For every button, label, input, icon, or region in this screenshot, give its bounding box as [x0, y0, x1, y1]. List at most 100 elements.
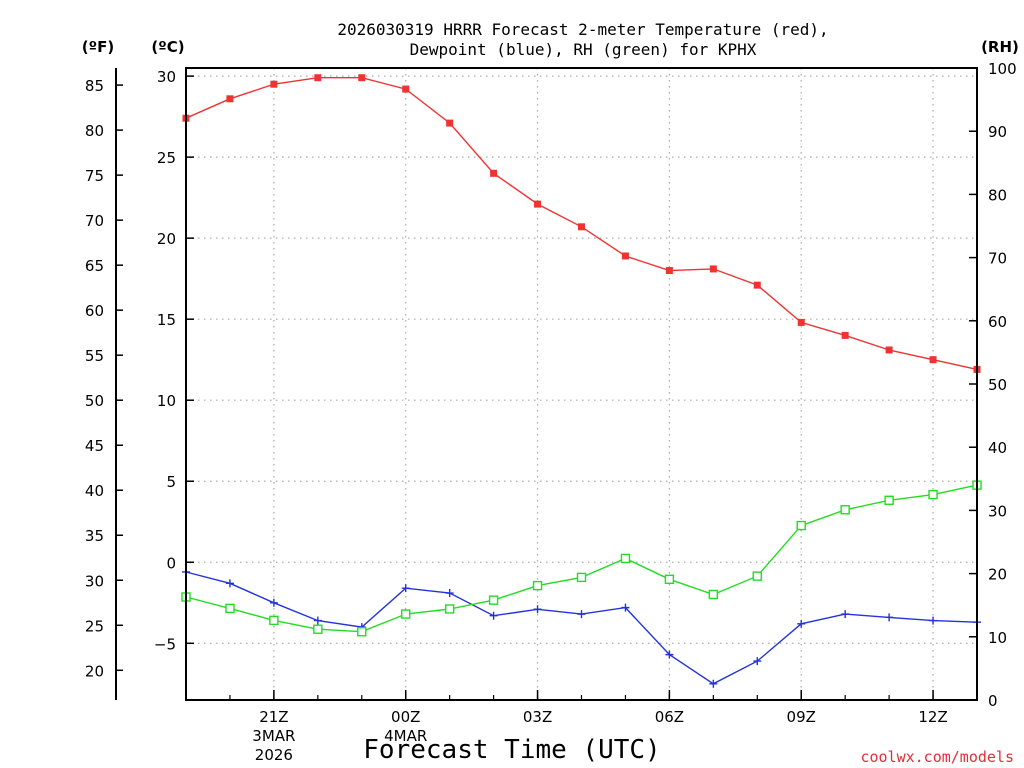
temperature-point [885, 346, 893, 354]
dewpoint-point [665, 650, 674, 659]
fahrenheit-tick-label: 50 [85, 392, 104, 410]
fahrenheit-tick-label: 85 [85, 77, 104, 95]
plot-frame [185, 67, 978, 701]
rh-point [796, 520, 806, 531]
rh-point [444, 604, 455, 614]
series-layer [181, 74, 982, 688]
rh-tick-label: 80 [988, 186, 1007, 204]
rh-tick-label: 60 [988, 313, 1007, 331]
rh-tick-label: 20 [988, 566, 1007, 584]
chart-title-line1: 2026030319 HRRR Forecast 2-meter Tempera… [337, 20, 828, 39]
fahrenheit-tick-label: 80 [85, 122, 104, 140]
time-tick-date: 3MAR [252, 727, 295, 745]
temperature-point [226, 95, 234, 103]
rh-point [269, 615, 279, 626]
rh-tick-label: 0 [988, 692, 998, 710]
rh-point [664, 574, 675, 584]
credit-text: coolwx.com/models [860, 748, 1014, 766]
rh-tick-label: 70 [988, 250, 1007, 268]
time-tick-date: 4MAR [384, 727, 427, 745]
dewpoint-point [577, 610, 586, 619]
temperature-point [841, 331, 849, 339]
rh-point [532, 580, 543, 591]
rh-tick-label: 10 [988, 629, 1007, 647]
celsius-tick-label: 25 [157, 149, 176, 167]
time-tick-label: 09Z [787, 708, 816, 726]
dewpoint-point [533, 605, 542, 614]
celsius-tick-label: 30 [157, 68, 176, 86]
dewpoint-point [709, 679, 718, 688]
rh-point [576, 572, 587, 583]
celsius-axis: 30 25 20 15 10 5 0 −5 [154, 68, 194, 653]
dewpoint-point [621, 603, 630, 612]
fahrenheit-tick-label: 65 [85, 257, 104, 275]
fahrenheit-tick-label: 45 [85, 437, 104, 455]
temperature-point [446, 119, 454, 127]
x-axis-title: Forecast Time (UTC) [363, 735, 660, 765]
dewpoint-point [269, 598, 278, 607]
temperature-point [665, 267, 673, 275]
temperature-point [929, 356, 937, 364]
dewpoint-point [885, 613, 894, 622]
rh-point [401, 609, 411, 619]
celsius-unit-label: (ºC) [151, 38, 184, 56]
temperature-point [534, 200, 542, 208]
fahrenheit-axis: 85 80 75 70 65 60 55 50 45 40 35 30 25 20 [85, 68, 123, 700]
fahrenheit-tick-label: 35 [85, 527, 104, 545]
dewpoint-point [445, 589, 454, 598]
dewpoint-point [313, 616, 322, 625]
fahrenheit-tick-label: 20 [85, 662, 104, 680]
rh-point [752, 571, 762, 581]
celsius-tick-label: 20 [157, 230, 176, 248]
fahrenheit-unit-label: (ºF) [82, 38, 114, 56]
dewpoint-point [489, 611, 498, 620]
rh-point [884, 495, 894, 505]
celsius-tick-label: −5 [154, 635, 176, 653]
temperature-point [709, 265, 717, 273]
time-tick-label: 00Z [391, 708, 420, 726]
rh-tick-label: 40 [988, 439, 1007, 457]
fahrenheit-tick-label: 60 [85, 302, 104, 320]
fahrenheit-tick-label: 70 [85, 212, 104, 230]
dewpoint-line [185, 571, 978, 685]
rh-tick-label: 100 [988, 60, 1017, 78]
dewpoint-point [929, 616, 938, 625]
temperature-point [402, 85, 410, 93]
dewpoint-point [841, 610, 850, 619]
dewpoint-point [225, 579, 234, 588]
rh-unit-label: (RH) [981, 38, 1019, 56]
temperature-point [358, 74, 366, 82]
dewpoint-point [753, 657, 762, 666]
fahrenheit-tick-label: 75 [85, 167, 104, 185]
celsius-tick-label: 0 [166, 554, 176, 572]
dewpoint-point [401, 584, 410, 593]
rh-point [488, 595, 499, 605]
temperature-point [753, 281, 761, 289]
time-tick-year: 2026 [255, 746, 293, 764]
fahrenheit-tick-label: 30 [85, 572, 104, 590]
dewpoint-point [797, 619, 806, 628]
fahrenheit-tick-label: 55 [85, 347, 104, 365]
rh-point [357, 627, 367, 637]
rh-tick-label: 90 [988, 123, 1007, 141]
time-tick-label: 03Z [523, 708, 552, 726]
temperature-point [490, 169, 498, 177]
temperature-point [621, 252, 629, 260]
temperature-point [578, 223, 585, 231]
celsius-tick-label: 15 [157, 311, 176, 329]
time-tick-label: 12Z [918, 708, 947, 726]
rh-point [928, 489, 938, 500]
temperature-point [270, 80, 278, 88]
time-tick-label: 06Z [655, 708, 684, 726]
rh-point [225, 603, 235, 614]
rh-point [620, 553, 631, 564]
chart-title-line2: Dewpoint (blue), RH (green) for KPHX [410, 40, 757, 59]
temperature-point [797, 318, 805, 326]
grid [186, 68, 977, 700]
time-tick-label: 21Z [259, 708, 288, 726]
temperature-point [314, 74, 322, 82]
celsius-tick-label: 5 [166, 473, 176, 491]
rh-tick-label: 50 [988, 376, 1007, 394]
